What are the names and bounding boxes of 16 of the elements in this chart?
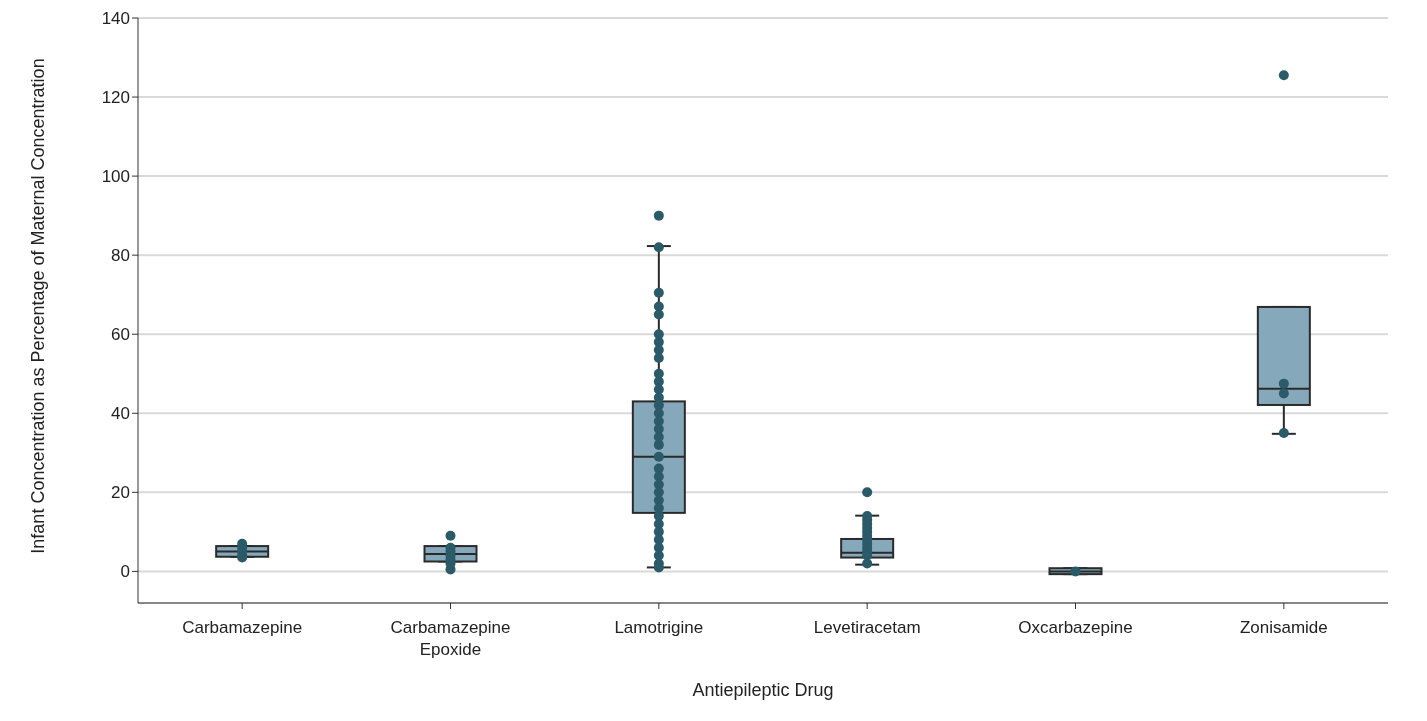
- x-tick-label: Levetiracetam: [813, 618, 921, 637]
- x-axis-title: Antiepileptic Drug: [692, 680, 834, 700]
- y-tick-label: 20: [111, 483, 130, 503]
- x-tick-label: Zonisamide: [1239, 618, 1328, 637]
- y-tick-label: 120: [101, 88, 130, 108]
- y-tick-label: 80: [111, 246, 130, 266]
- x-tick-label: Lamotrigine: [614, 618, 704, 637]
- y-axis-title: Infant Concentration as Percentage of Maternal Concentration: [27, 56, 49, 556]
- x-tick-label: Oxcarbazepine: [1018, 618, 1133, 637]
- y-tick-label: 0: [120, 562, 130, 582]
- y-tick-label: 40: [111, 404, 130, 424]
- x-tick-label: Carbamazepine: [182, 618, 303, 637]
- y-tick-label: 140: [101, 9, 130, 29]
- y-tick-label: 100: [101, 167, 130, 187]
- x-tick-label: Carbamazepine Epoxide: [390, 618, 511, 659]
- y-tick-label: 60: [111, 325, 130, 345]
